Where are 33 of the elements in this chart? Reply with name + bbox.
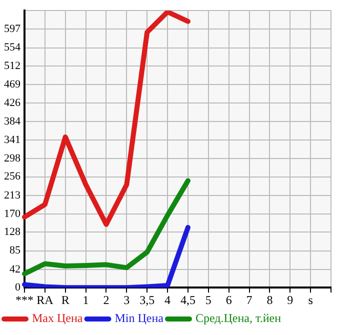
y-tick-label: 341 — [4, 134, 20, 146]
x-tick-label: 5 — [205, 292, 212, 307]
y-tick-label: 512 — [4, 60, 20, 72]
y-tick-label: 170 — [4, 208, 21, 220]
x-tick-label: s — [308, 292, 314, 307]
x-tick-label: *** — [16, 292, 34, 307]
x-tick-label: 6 — [226, 292, 232, 307]
x-tick-label: RA — [36, 292, 54, 307]
y-tick-label: 469 — [4, 78, 21, 90]
legend-label: Сред.Цена, т.йен — [195, 311, 282, 326]
y-tick-label: 384 — [4, 115, 21, 128]
y-tick-label: 128 — [4, 226, 21, 238]
x-tick-label: 9 — [287, 292, 294, 307]
x-tick-label: 3 — [124, 292, 130, 307]
y-tick-label: 426 — [4, 97, 21, 110]
x-tick-label: 4,5 — [180, 292, 196, 307]
y-tick-label: 42 — [10, 263, 20, 276]
y-tick-label: 554 — [4, 42, 21, 54]
x-tick-label: 1 — [82, 292, 89, 307]
y-tick-label: 85 — [10, 244, 21, 257]
legend-label: Min Цена — [114, 311, 164, 326]
y-tick-label: 0 — [15, 281, 21, 294]
x-tick-label: 7 — [246, 292, 252, 307]
y-tick-label: 597 — [4, 23, 21, 36]
x-tick-label: 3,5 — [140, 292, 155, 307]
y-tick-label: 298 — [4, 152, 21, 165]
y-tick-label: 213 — [4, 189, 21, 202]
x-tick-label: 8 — [266, 292, 273, 307]
x-tick-label: R — [61, 292, 70, 307]
x-tick-label: 2 — [103, 292, 110, 307]
legend-label: Max Цена — [32, 311, 84, 326]
x-tick-label: 4 — [164, 292, 171, 307]
y-tick-label: 256 — [4, 170, 21, 183]
